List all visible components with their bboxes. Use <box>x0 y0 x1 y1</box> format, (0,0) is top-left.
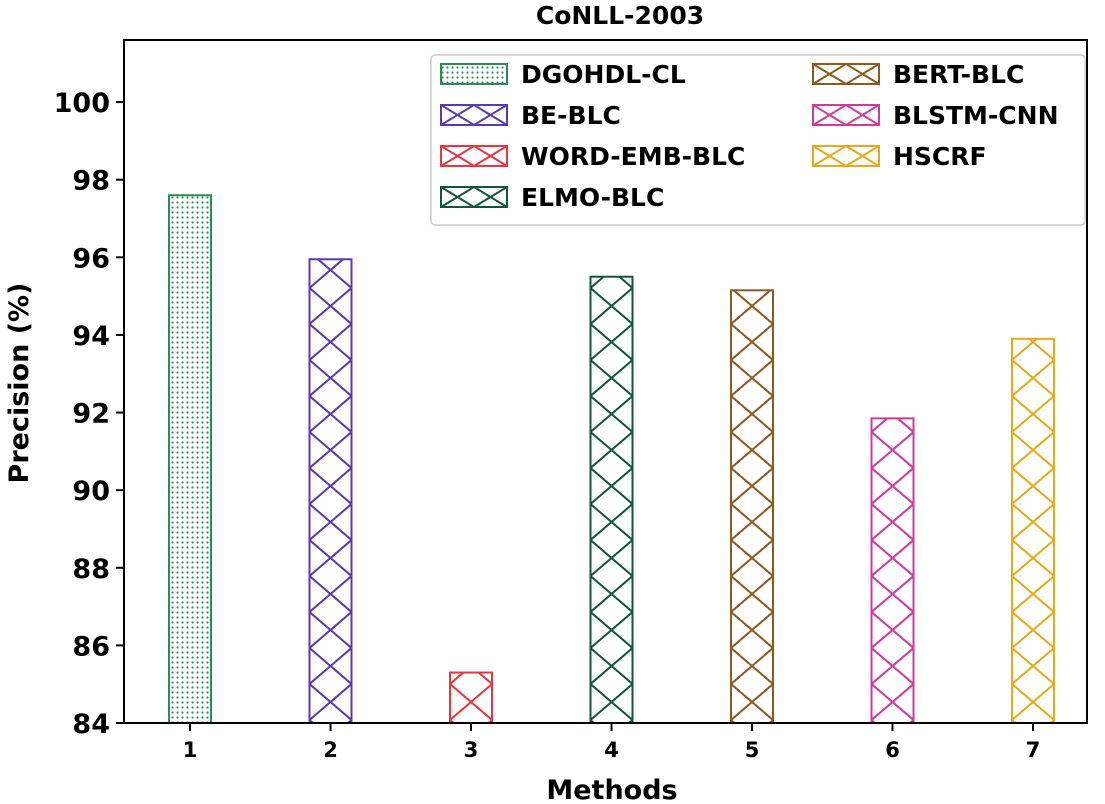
bar-be-blc <box>308 258 353 724</box>
y-tick-label: 90 <box>72 476 110 507</box>
legend-label: WORD-EMB-BLC <box>521 142 745 171</box>
bar-blstm-cnn <box>870 417 915 724</box>
legend-swatch <box>440 63 508 85</box>
legend-label: ELMO-BLC <box>521 183 664 212</box>
legend-label: BLSTM-CNN <box>893 101 1059 130</box>
legend-swatch-hatch <box>812 103 880 127</box>
bar-elmo-blc <box>589 275 634 724</box>
x-tick-label: 2 <box>323 738 338 762</box>
y-axis-ticks: 84 86 88 90 92 94 96 98 100 <box>54 88 124 740</box>
y-tick-label: 88 <box>72 554 110 585</box>
legend-swatch-hatch <box>812 62 880 86</box>
y-tick-label: 100 <box>54 88 110 119</box>
y-axis-label: Precision (%) <box>4 283 35 484</box>
legend-swatch-hatch <box>440 144 508 168</box>
y-tick-label: 98 <box>72 166 110 197</box>
legend: DGOHDL-CL BE-BLC WORD-EMB-BLC ELMO-BLC BERT-… <box>430 54 1086 226</box>
x-tick-label: 6 <box>885 738 900 762</box>
legend-swatch-hatch <box>812 144 880 168</box>
bar-bert-blc <box>730 289 774 724</box>
bar-word-emb-blc <box>449 671 493 725</box>
x-tick-label: 3 <box>464 738 479 762</box>
y-tick-label: 92 <box>72 399 110 430</box>
legend-swatch <box>440 145 508 167</box>
legend-swatch <box>812 104 880 126</box>
y-tick-label: 84 <box>72 709 110 740</box>
bar-hscrf <box>1011 337 1055 724</box>
legend-label: DGOHDL-CL <box>521 60 686 89</box>
x-tick-label: 5 <box>745 738 760 762</box>
legend-swatch <box>440 104 508 126</box>
plot-frame <box>123 39 1088 724</box>
bars-group <box>168 194 1055 725</box>
x-axis-ticks: 1 2 3 4 5 6 7 <box>183 723 1041 762</box>
legend-label: BERT-BLC <box>893 60 1024 89</box>
x-tick-label: 1 <box>183 738 198 762</box>
x-axis-label: Methods <box>546 775 677 804</box>
y-tick-label: 94 <box>72 321 110 352</box>
legend-swatch <box>812 63 880 85</box>
legend-swatch <box>440 186 508 208</box>
legend-box <box>430 54 1086 226</box>
x-tick-label: 7 <box>1026 738 1041 762</box>
chart-title: CoNLL-2003 <box>536 1 704 30</box>
y-tick-label: 96 <box>72 243 110 274</box>
legend-swatch-hatch <box>440 103 508 127</box>
y-tick-label: 86 <box>72 631 110 662</box>
bar-dgohdl-cl <box>168 194 212 724</box>
legend-swatch <box>812 145 880 167</box>
legend-swatch-hatch <box>440 185 508 209</box>
legend-label: BE-BLC <box>521 101 621 130</box>
x-tick-label: 4 <box>604 738 619 762</box>
legend-label: HSCRF <box>893 142 987 171</box>
